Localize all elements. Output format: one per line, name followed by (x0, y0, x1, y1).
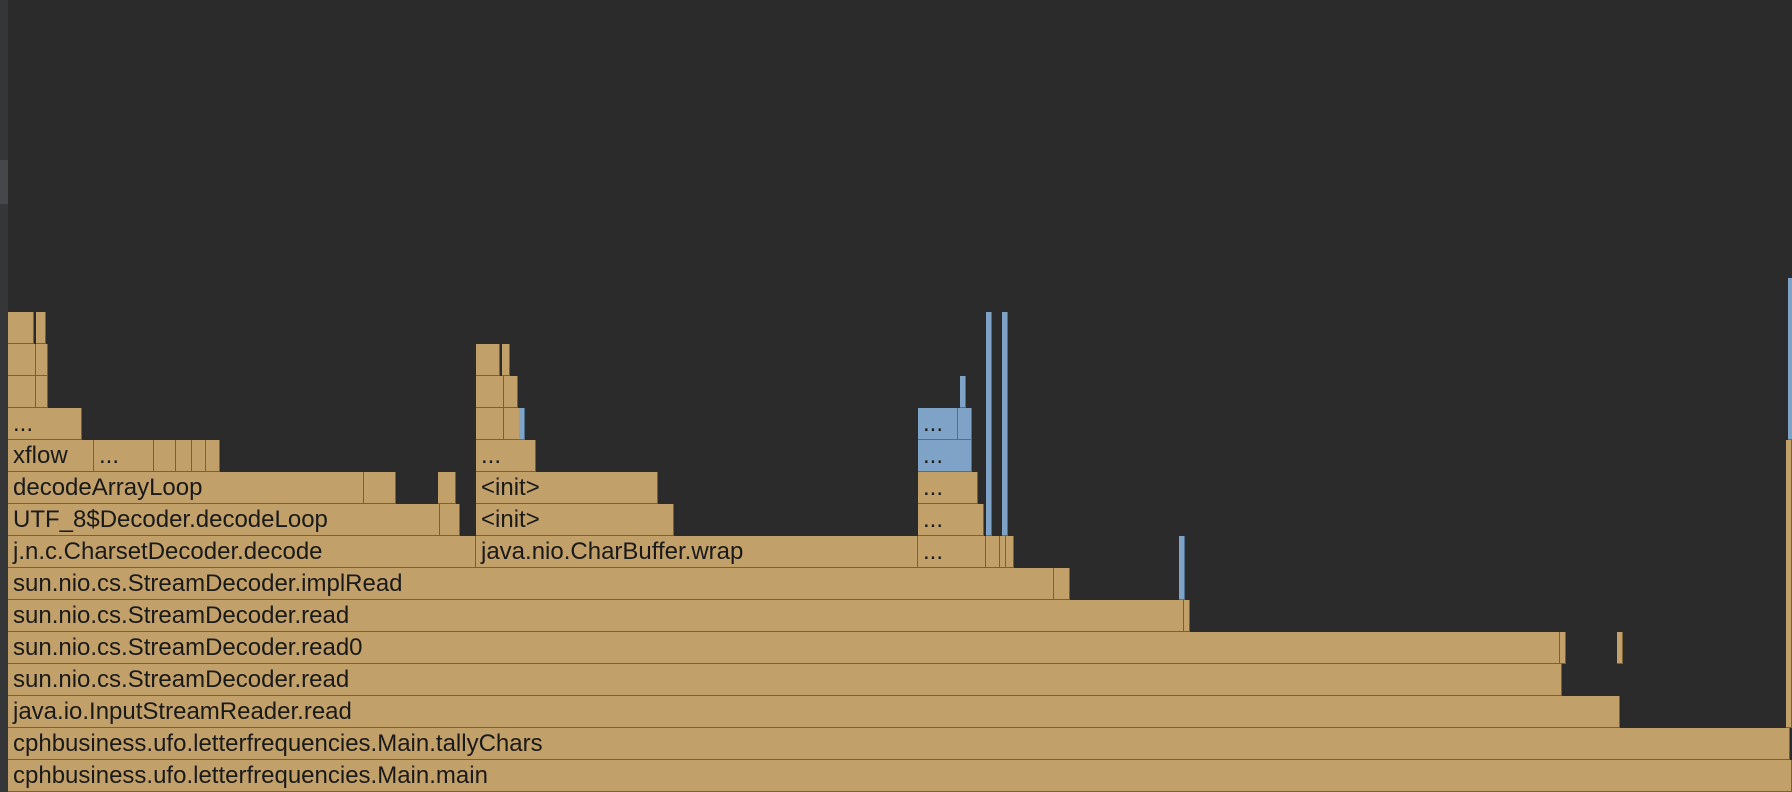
flame-frame[interactable] (440, 504, 460, 536)
flame-frame-streamdecoder-read[interactable]: sun.nio.cs.StreamDecoder.read (8, 664, 1562, 696)
flame-frame[interactable] (1179, 536, 1185, 600)
flame-frame-streamdecoder-implread[interactable]: sun.nio.cs.StreamDecoder.implRead (8, 568, 1054, 600)
flame-frame[interactable] (986, 312, 992, 536)
flame-frame[interactable] (192, 440, 206, 472)
flame-frame[interactable] (1054, 568, 1070, 600)
flame-frame-ellipsis[interactable]: ... (94, 440, 154, 472)
flame-frame-init[interactable]: <init> (476, 504, 674, 536)
flame-frame-main[interactable]: cphbusiness.ufo.letterfrequencies.Main.m… (8, 760, 1792, 792)
flame-frame[interactable] (176, 440, 192, 472)
flame-frame[interactable] (1560, 632, 1566, 664)
flame-frame[interactable] (958, 408, 972, 440)
flame-frame[interactable] (1617, 632, 1623, 664)
flame-frame-decodearrayloop[interactable]: decodeArrayLoop (8, 472, 364, 504)
flame-frame[interactable] (154, 440, 176, 472)
flame-frame[interactable] (519, 408, 525, 440)
flame-frame-charsetdecoder-decode[interactable]: j.n.c.CharsetDecoder.decode (8, 536, 476, 568)
flame-frame[interactable] (502, 344, 510, 376)
flame-frame-ellipsis[interactable]: ... (918, 536, 986, 568)
flame-frame-charbuffer-wrap[interactable]: java.nio.CharBuffer.wrap (476, 536, 918, 568)
flame-frame-ellipsis[interactable]: ... (918, 440, 972, 472)
flame-frame[interactable] (8, 376, 36, 408)
panel-edge-grip[interactable] (0, 160, 8, 204)
flame-frame-streamdecoder-read-inner[interactable]: sun.nio.cs.StreamDecoder.read (8, 600, 1184, 632)
flame-frame-xflow[interactable]: xflow (8, 440, 94, 472)
flame-frame-ellipsis[interactable]: ... (918, 408, 958, 440)
flame-frame-init[interactable]: <init> (476, 472, 658, 504)
flame-frame[interactable] (1786, 440, 1792, 728)
flame-frame-tallychars[interactable]: cphbusiness.ufo.letterfrequencies.Main.t… (8, 728, 1790, 760)
flame-frame[interactable] (1788, 278, 1792, 440)
flame-frame[interactable] (438, 472, 456, 504)
flame-frame-streamdecoder-read0[interactable]: sun.nio.cs.StreamDecoder.read0 (8, 632, 1560, 664)
flame-frame[interactable] (36, 312, 46, 344)
flame-frame[interactable] (1000, 536, 1006, 568)
flame-frame[interactable] (36, 344, 48, 376)
flame-frame[interactable] (986, 536, 1000, 568)
panel-resize-handle[interactable] (0, 0, 8, 792)
flame-frame[interactable] (364, 472, 396, 504)
flame-frame[interactable] (476, 344, 500, 376)
flame-frame[interactable] (960, 376, 966, 408)
flame-frame[interactable] (8, 344, 36, 376)
flame-frame[interactable] (206, 440, 220, 472)
flame-frame-ellipsis[interactable]: ... (918, 504, 984, 536)
flame-frame[interactable] (1184, 600, 1190, 632)
flame-frame-ellipsis[interactable]: ... (8, 408, 82, 440)
flame-frame[interactable] (1006, 536, 1014, 568)
flame-frame[interactable] (476, 376, 504, 408)
flame-frame[interactable] (8, 312, 34, 344)
flame-frame-ellipsis[interactable]: ... (918, 472, 978, 504)
flame-frame[interactable] (476, 408, 504, 440)
flame-frame-decodeloop[interactable]: UTF_8$Decoder.decodeLoop (8, 504, 440, 536)
flame-frame[interactable] (504, 376, 518, 408)
flame-frame[interactable] (1002, 312, 1008, 536)
flame-frame-ellipsis[interactable]: ... (476, 440, 536, 472)
flame-frame[interactable] (36, 376, 48, 408)
flame-frame-inputstreamreader-read[interactable]: java.io.InputStreamReader.read (8, 696, 1620, 728)
